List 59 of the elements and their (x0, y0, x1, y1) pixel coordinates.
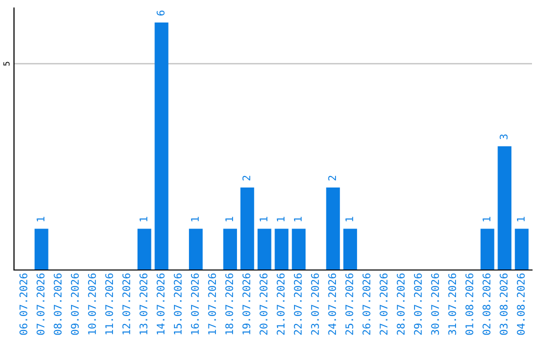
x-tick-label: 30.07.2026 (431, 273, 439, 335)
x-tick-label: 31.07.2026 (448, 273, 456, 335)
x-tick-label: 06.07.2026 (19, 273, 28, 335)
x-tick-label: 23.07.2026 (311, 273, 319, 335)
x-tick-label: 25.07.2026 (345, 273, 354, 335)
x-tick-label: 07.07.2026 (36, 273, 44, 335)
data-label: 2 (328, 176, 336, 180)
data-label: 1 (260, 216, 268, 222)
bar (240, 187, 254, 270)
x-tick-label: 03.08.2026 (500, 273, 508, 335)
x-tick-label: 10.07.2026 (88, 273, 96, 334)
bar (498, 146, 512, 270)
data-label: 1 (140, 216, 148, 222)
x-tick-label: 28.07.2026 (396, 273, 405, 335)
x-tick-label: 26.07.2026 (362, 273, 370, 335)
data-label: 1 (517, 216, 525, 222)
x-tick-label: 04.08.2026 (516, 273, 525, 335)
x-tick-label: 15.07.2026 (174, 273, 182, 334)
x-tick-label: 29.07.2026 (414, 273, 422, 335)
x-tick-label: 14.07.2026 (156, 273, 165, 334)
x-tick-label: 27.07.2026 (380, 273, 388, 335)
y-tick-label: 5 (3, 62, 10, 66)
bar (514, 228, 529, 270)
x-tick-label: 11.07.2026 (105, 273, 114, 334)
data-label: 2 (242, 176, 250, 180)
x-tick-label: 18.07.2026 (225, 273, 234, 334)
data-label: 1 (191, 216, 199, 222)
data-label: 1 (225, 216, 234, 222)
bar (34, 228, 48, 270)
bar (258, 228, 272, 270)
bar (154, 22, 168, 270)
data-label: 1 (294, 216, 302, 222)
bar (326, 187, 340, 270)
x-tick-label: 02.08.2026 (482, 273, 490, 335)
x-tick-label: 24.07.2026 (328, 273, 336, 335)
bar (343, 228, 358, 270)
x-tick-label: 12.07.2026 (122, 273, 130, 334)
data-label: 3 (500, 134, 508, 140)
bar (188, 228, 203, 270)
bar (292, 228, 306, 270)
x-tick-label: 21.07.2026 (276, 273, 285, 335)
x-tick-label: 13.07.2026 (140, 273, 148, 334)
x-tick-label: 08.07.2026 (54, 273, 62, 335)
data-label: 6 (156, 10, 165, 16)
bar (137, 228, 152, 270)
data-label: 1 (276, 216, 284, 222)
data-label: 1 (345, 216, 354, 222)
data-label: 1 (482, 216, 490, 222)
x-tick-label: 22.07.2026 (294, 273, 302, 335)
x-tick-label: 19.07.2026 (242, 273, 250, 334)
x-tick-label: 01.08.2026 (465, 273, 474, 335)
x-tick-label: 09.07.2026 (70, 273, 79, 335)
bar (274, 228, 288, 270)
data-label: 1 (36, 216, 44, 222)
x-tick-label: 16.07.2026 (190, 273, 199, 334)
x-tick-label: 17.07.2026 (208, 273, 216, 334)
x-tick-label: 20.07.2026 (260, 273, 268, 335)
bar (480, 228, 494, 270)
bar (223, 228, 237, 270)
